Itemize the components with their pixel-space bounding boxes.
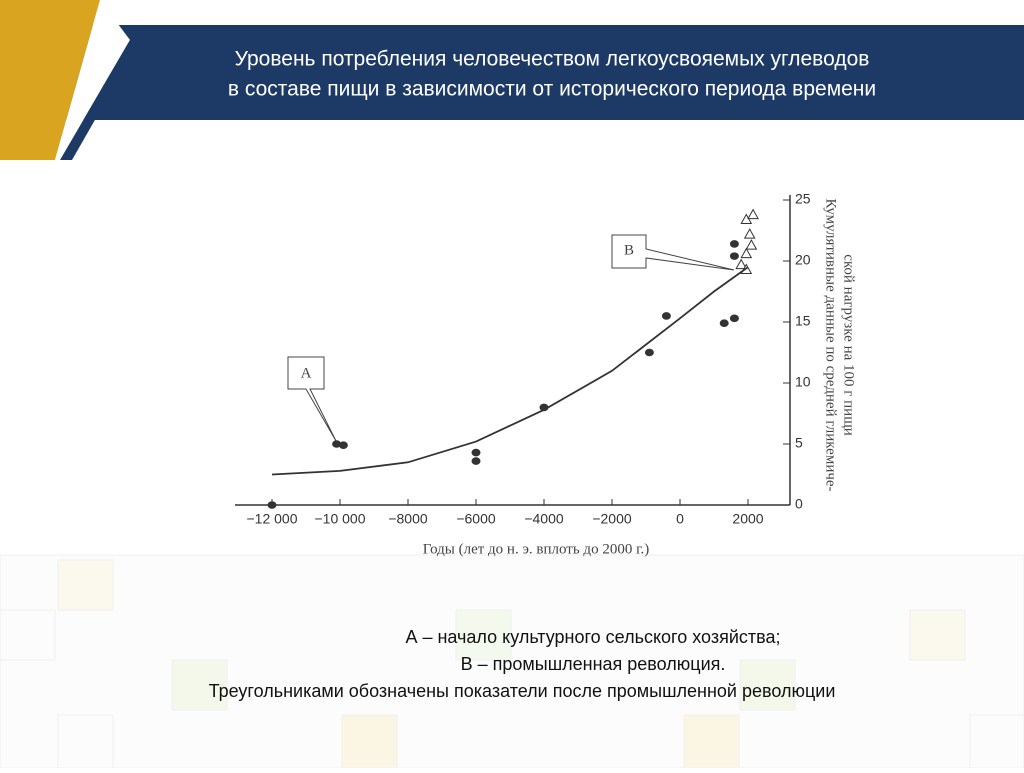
point [729,252,739,260]
annotation: А [301,365,312,381]
y-tick-label: 15 [795,313,811,329]
y-tick-label: 25 [795,191,811,207]
annotation-b [611,234,735,271]
point [338,441,348,450]
y-axis-label: Кумулятивные данные по средней гликемиче… [823,198,839,491]
y-tick-label: 20 [795,252,811,268]
x-axis-label: Годы (лет до н. э. вплоть до 2000 г.) [423,541,650,557]
y-tick-label: 10 [795,374,811,390]
triangle-point [747,208,759,220]
x-tick-label: −2000 [592,511,632,527]
triangle-point [743,228,756,239]
point [471,448,481,457]
header-image [0,0,100,160]
slide-title: в составе пищи в зависимости от историче… [228,78,876,101]
header-stripe [60,40,135,160]
annotation: В [624,242,634,258]
point [729,314,739,323]
y-tick-label: 0 [795,496,803,512]
x-tick-label: −10 000 [315,511,366,527]
point [471,457,481,465]
triangle-point [735,258,748,270]
triangle-point [745,239,758,250]
point [267,501,277,509]
triangle-point [740,247,753,259]
point [729,240,739,248]
header-bar [60,25,1024,120]
x-tick-label: −4000 [524,511,564,527]
x-tick-label: −12 000 [247,511,298,527]
trend-curve [271,266,749,476]
note: Треугольниками обозначены показатели пос… [209,681,836,701]
x-tick-label: −8000 [388,511,428,527]
point [719,319,729,328]
point [332,440,342,448]
point [661,312,671,320]
header-stripe [55,0,130,160]
slide-title: Уровень потребления человечеством легкоу… [235,48,870,71]
background-squares [0,554,1024,769]
point [644,348,654,357]
x-tick-label: −6000 [456,511,496,527]
x-tick-label: 0 [676,511,684,527]
note: В – промышленная революция. [461,654,726,674]
note: А – начало культурного сельского хозяйст… [405,627,780,647]
annotation-a [287,356,337,442]
y-tick-label: 5 [795,435,803,451]
y-axis-label: ской нагрузке на 100 г пищи [841,254,857,436]
x-tick-label: 2000 [732,511,763,527]
